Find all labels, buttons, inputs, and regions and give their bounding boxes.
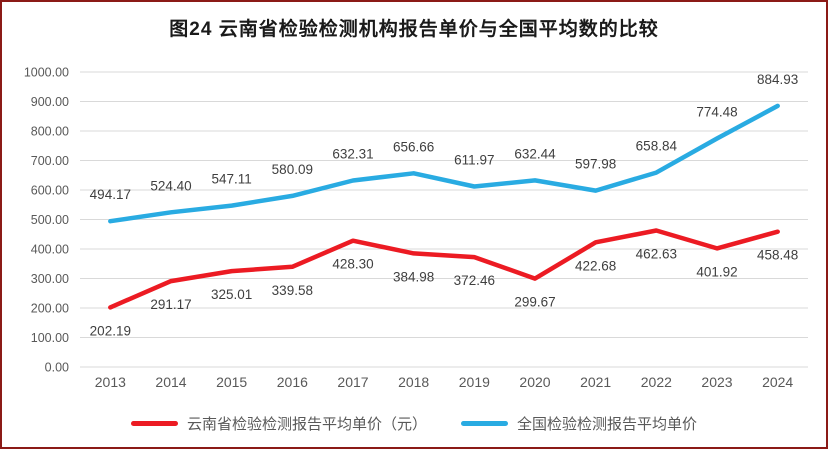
data-label-national: 611.97 [454,152,494,167]
legend-label-yunnan: 云南省检验检测报告平均单价（元） [186,416,427,433]
data-label-yunnan: 299.67 [514,295,555,310]
legend-swatch-national [461,421,508,426]
y-tick-label: 800.00 [31,125,69,139]
y-tick-label: 300.00 [31,272,69,286]
y-tick-label: 900.00 [31,95,69,109]
data-label-national: 524.40 [150,178,191,193]
legend-label-national: 全国检验检测报告平均单价 [517,416,698,433]
series-line-national [108,103,780,224]
x-axis-label: 2021 [580,374,611,390]
y-tick-label: 100.00 [31,331,69,345]
legend-item-national: 全国检验检测报告平均单价 [461,413,697,434]
data-label-national: 884.93 [757,72,798,87]
y-tick-label: 1000.00 [24,66,69,80]
y-tick-label: 700.00 [31,154,69,168]
data-label-national: 632.44 [514,146,556,161]
y-tick-label: 0.00 [45,361,69,375]
data-label-yunnan: 372.46 [454,273,495,288]
data-label-national: 547.11 [212,172,252,187]
legend-item-yunnan: 云南省检验检测报告平均单价（元） [130,413,427,434]
data-label-yunnan: 291.17 [150,297,191,312]
data-label-national: 632.31 [332,146,373,161]
x-axis-label: 2022 [641,374,672,390]
data-label-yunnan: 462.63 [636,247,677,262]
y-tick-label: 400.00 [31,243,69,257]
data-label-yunnan: 458.48 [757,248,798,263]
data-label-yunnan: 325.01 [211,287,252,302]
x-axis-label: 2013 [95,374,126,390]
data-label-national: 597.98 [575,157,616,172]
x-axis-label: 2020 [519,374,550,390]
data-label-national: 580.09 [272,162,313,177]
legend-swatch-yunnan [130,421,178,426]
x-axis-label: 2024 [762,374,793,390]
data-label-yunnan: 401.92 [696,264,737,279]
series-line-yunnan [108,228,780,310]
data-label-national: 656.66 [393,139,434,154]
y-tick-label: 200.00 [31,302,69,316]
legend: 云南省检验检测报告平均单价（元） 全国检验检测报告平均单价 [2,413,826,434]
data-label-national: 658.84 [636,139,678,154]
data-label-yunnan: 428.30 [332,257,373,272]
x-axis-label: 2018 [398,374,429,390]
x-axis-label: 2014 [155,374,186,390]
data-label-yunnan: 339.58 [272,283,313,298]
chart-title: 图24 云南省检验检测机构报告单价与全国平均数的比较 [169,19,659,40]
y-tick-label: 500.00 [31,213,69,227]
x-axis-label: 2016 [277,374,308,390]
x-axis-label: 2019 [459,374,490,390]
data-label-national: 774.48 [696,105,737,120]
data-label-yunnan: 202.19 [90,323,131,338]
data-label-national: 494.17 [90,187,131,202]
y-tick-label: 600.00 [31,184,69,198]
x-axis-label: 2017 [337,374,368,390]
x-axis-label: 2015 [216,374,247,390]
x-axis-label: 2023 [701,374,732,390]
data-label-yunnan: 384.98 [393,269,434,284]
data-label-yunnan: 422.68 [575,258,616,273]
